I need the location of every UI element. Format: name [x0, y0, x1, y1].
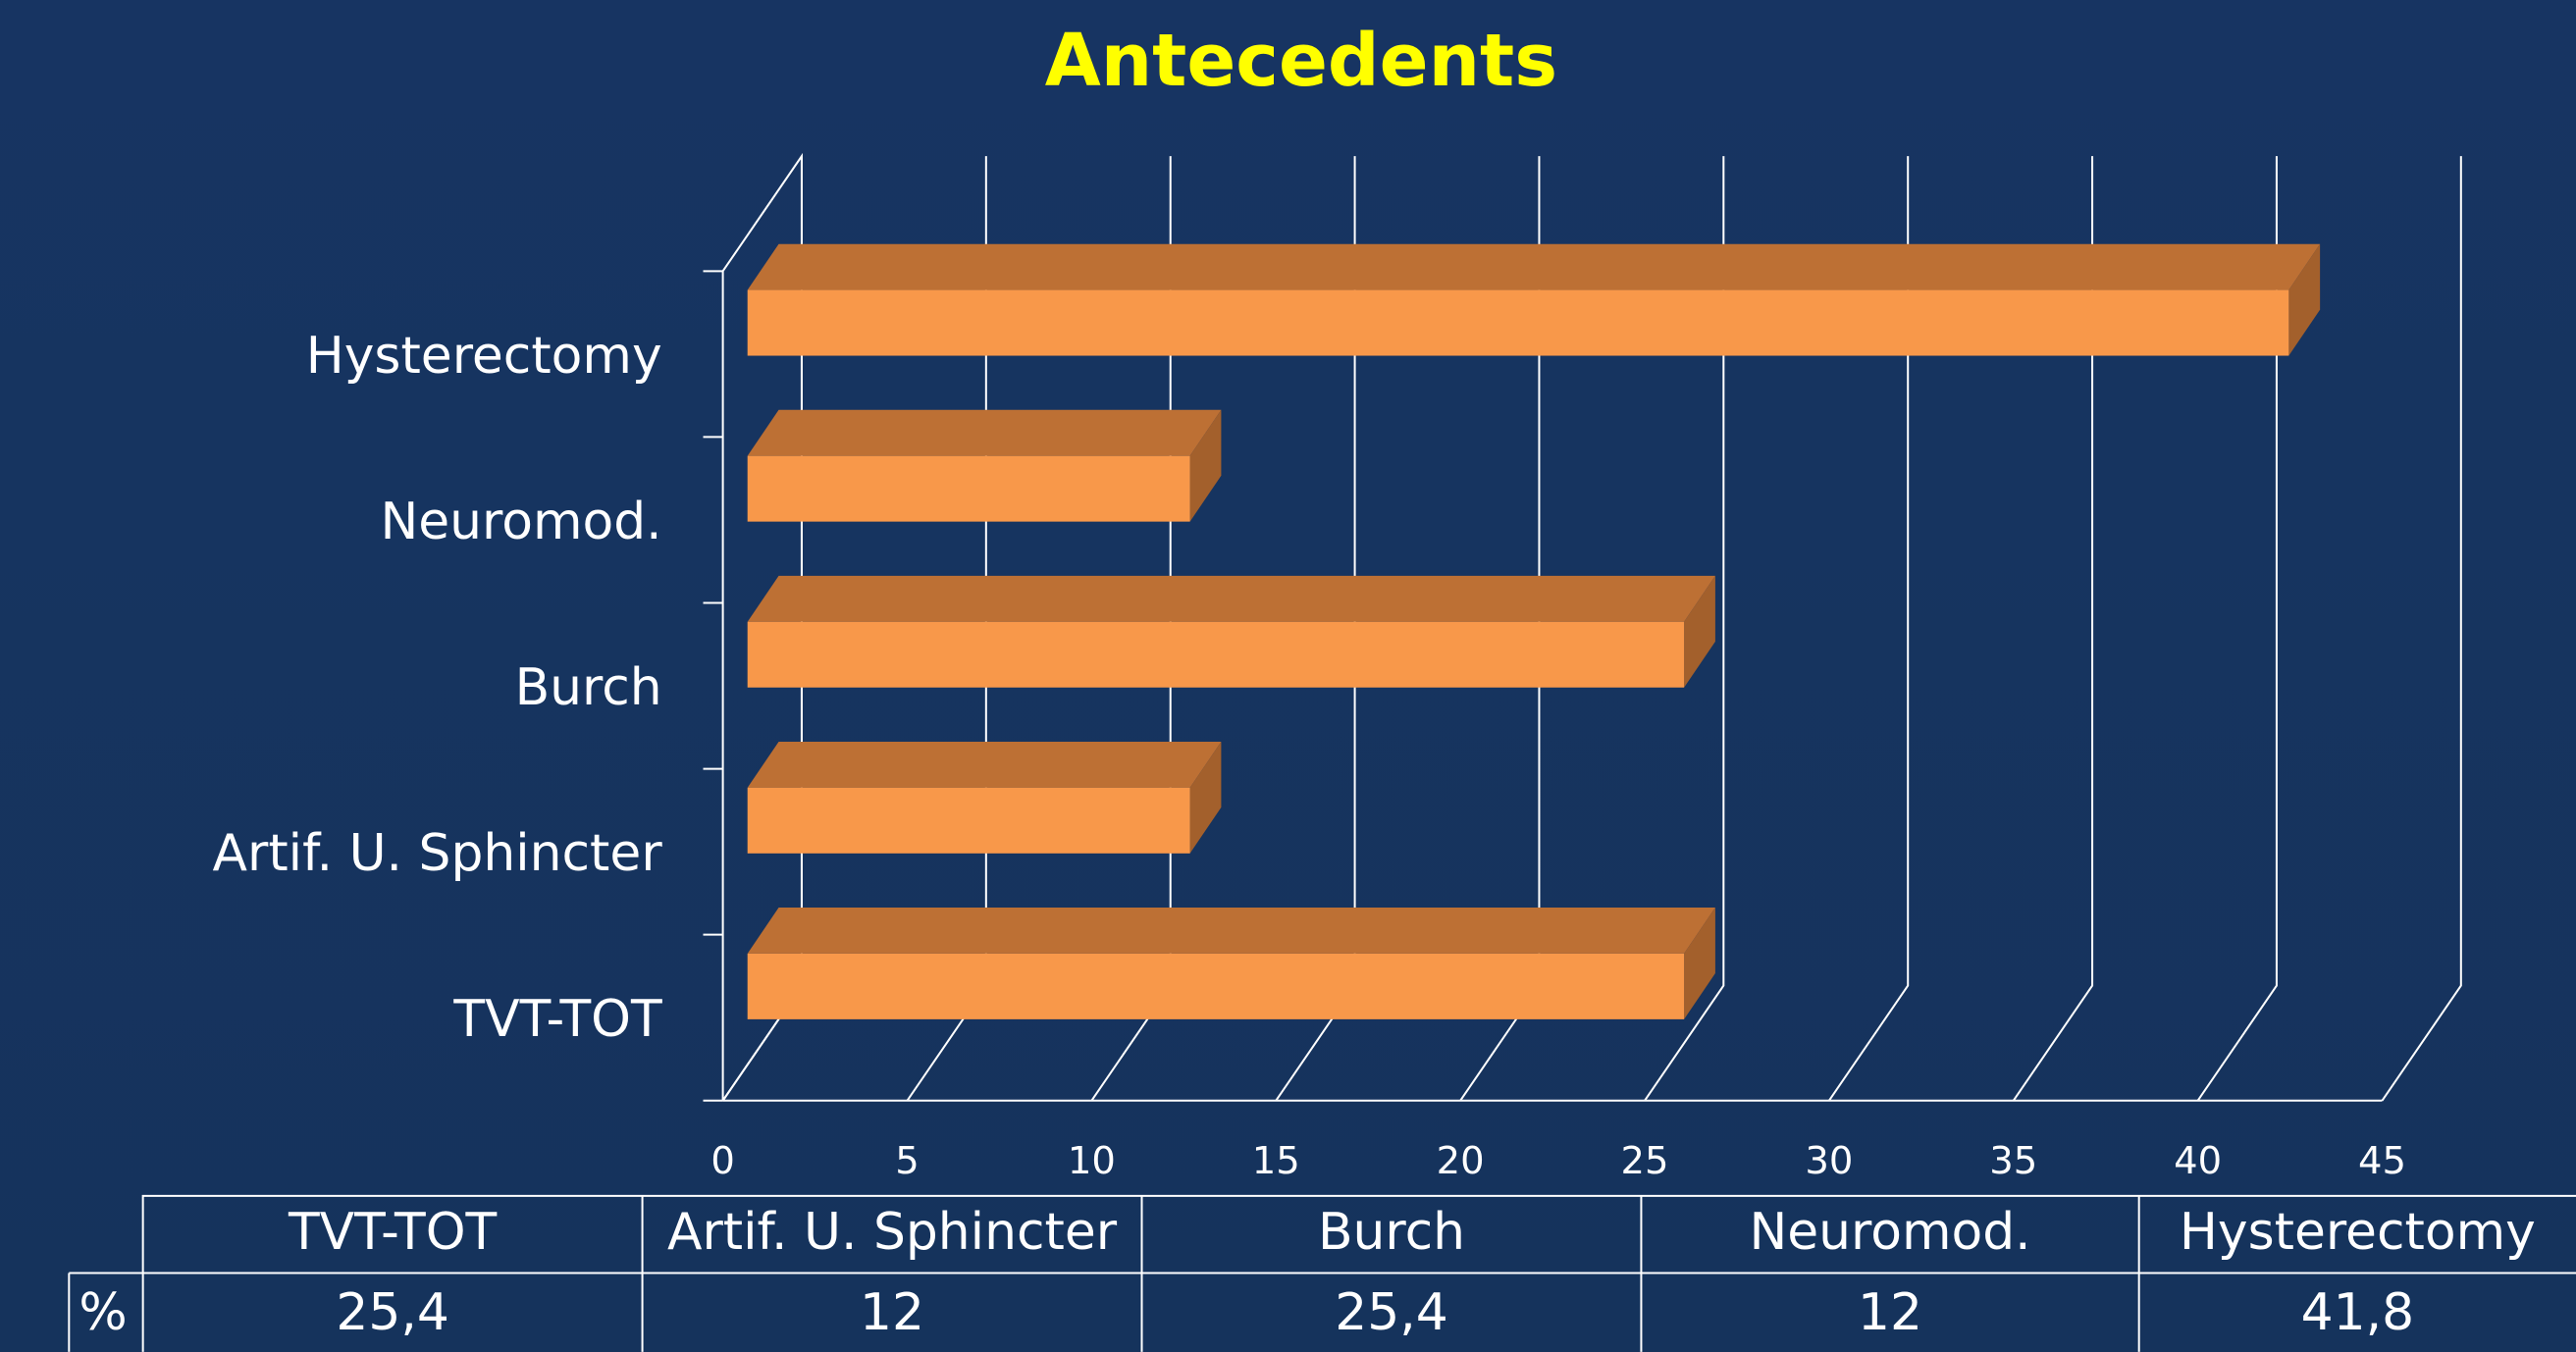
table-value: 25,4 — [1335, 1283, 1448, 1342]
bar-top — [747, 409, 1222, 456]
bar-side — [1684, 575, 1715, 688]
bar-side — [2288, 243, 2321, 356]
bar — [747, 787, 1190, 854]
table-value: 12 — [860, 1283, 924, 1342]
grid-line — [2381, 156, 2462, 1102]
bar — [747, 455, 1190, 522]
table-value: 41,8 — [2301, 1283, 2415, 1342]
x-tick-label: 20 — [1437, 1139, 1485, 1183]
bar-side — [1189, 409, 1222, 522]
x-tick-label: 35 — [1989, 1139, 2037, 1183]
grid-line — [1828, 156, 1910, 1102]
table-value: 25,4 — [336, 1283, 449, 1342]
table-header: Neuromod. — [1749, 1203, 2030, 1262]
y-tick-label: Artif. U. Sphincter — [213, 824, 663, 883]
table-header: Hysterectomy — [2180, 1203, 2536, 1262]
x-tick-label: 10 — [1068, 1139, 1116, 1183]
bar-top — [747, 575, 1715, 622]
table-header: TVT-TOT — [288, 1203, 498, 1262]
y-tick-label: Neuromod. — [380, 493, 661, 551]
x-tick-label: 40 — [2174, 1139, 2222, 1183]
bar-top — [747, 908, 1715, 954]
bar — [747, 621, 1685, 688]
x-tick-label: 5 — [895, 1139, 920, 1183]
grid-line — [1644, 156, 1725, 1102]
x-tick-label: 45 — [2358, 1139, 2406, 1183]
grid-line — [2012, 156, 2094, 1102]
table-value: 12 — [1858, 1283, 1922, 1342]
x-tick-label: 30 — [1805, 1139, 1853, 1183]
y-tick-label: Hysterectomy — [306, 327, 662, 386]
x-tick-label: 0 — [710, 1139, 735, 1183]
table-header: Artif. U. Sphincter — [667, 1203, 1118, 1262]
bar-top — [747, 741, 1222, 788]
bar-side — [1684, 908, 1715, 1019]
chart-title: Antecedents — [1045, 20, 1557, 103]
bar — [747, 953, 1685, 1019]
x-tick-label: 15 — [1252, 1139, 1300, 1183]
table-row-label: % — [79, 1283, 127, 1342]
table-header: Burch — [1318, 1203, 1465, 1262]
bar-top — [747, 243, 2321, 290]
bar — [747, 289, 2289, 356]
table-border — [141, 1194, 2576, 1352]
y-tick-label: TVT-TOT — [452, 990, 662, 1049]
x-tick-label: 25 — [1620, 1139, 1668, 1183]
y-tick-label: Burch — [515, 658, 662, 717]
bar-side — [1189, 741, 1222, 854]
grid-line — [2196, 156, 2278, 1102]
